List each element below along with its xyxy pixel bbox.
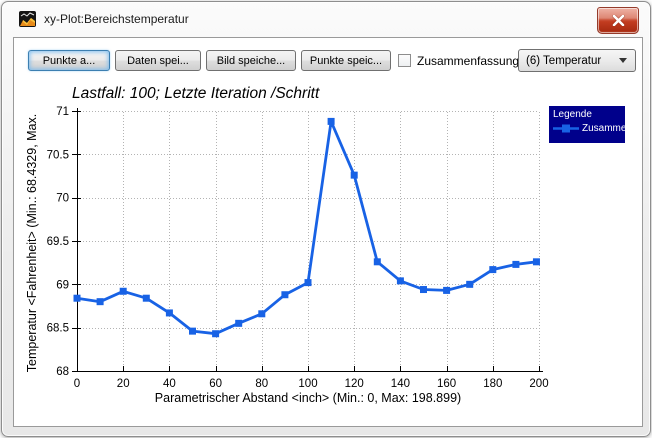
zusammenfassung-checkbox-label: Zusammenfassung [417,54,520,68]
svg-text:69: 69 [56,279,69,291]
svg-text:40: 40 [163,378,176,390]
app-icon [19,11,36,27]
zusammenfassung-checkbox[interactable] [398,54,411,67]
svg-text:69.5: 69.5 [47,236,69,248]
legend-title: Legende [553,109,592,120]
legend-entry: Zusamme... [582,123,625,134]
svg-text:120: 120 [345,378,364,390]
legend: Legende Zusamme... [549,106,625,143]
title-bar[interactable]: xy-Plot:Bereichstemperatur [2,2,650,36]
svg-text:140: 140 [391,378,410,390]
chart-title: Lastfall: 100; Letzte Iteration /Schritt [72,85,320,102]
close-button[interactable] [597,7,639,34]
content-panel: Punkte a... Daten spei... Bild speiche..… [13,37,643,427]
svg-text:68: 68 [56,366,69,378]
plot-area[interactable]: 68 68.5 69 69.5 70 70.5 71 0 20 40 60 80 100 120 140 16… [14,38,642,426]
x-axis-label: Parametrischer Abstand <inch> (Min.: 0, … [154,391,462,405]
svg-text:160: 160 [437,378,456,390]
svg-text:180: 180 [483,378,502,390]
save-points2-button[interactable]: Punkte speic... [301,50,391,71]
window-title: xy-Plot:Bereichstemperatur [44,12,189,26]
legend-series-marker-icon [553,124,579,133]
svg-text:0: 0 [74,378,80,390]
svg-text:70.5: 70.5 [47,149,69,161]
svg-text:68.5: 68.5 [47,323,69,335]
save-points-button[interactable]: Punkte a... [28,50,110,71]
svg-text:80: 80 [255,378,268,390]
close-icon [611,15,625,26]
save-image-button[interactable]: Bild speiche... [206,50,296,71]
svg-text:20: 20 [117,378,130,390]
quantity-dropdown[interactable]: (6) Temperatur [518,49,636,72]
chevron-down-icon [619,58,627,63]
quantity-dropdown-value: (6) Temperatur [526,54,602,67]
svg-text:200: 200 [529,378,548,390]
legend-row: Zusamme... [553,123,625,134]
svg-text:60: 60 [209,378,222,390]
svg-text:71: 71 [56,106,69,118]
svg-text:100: 100 [298,378,317,390]
save-data-button[interactable]: Daten spei... [115,50,201,71]
svg-text:70: 70 [56,193,69,205]
